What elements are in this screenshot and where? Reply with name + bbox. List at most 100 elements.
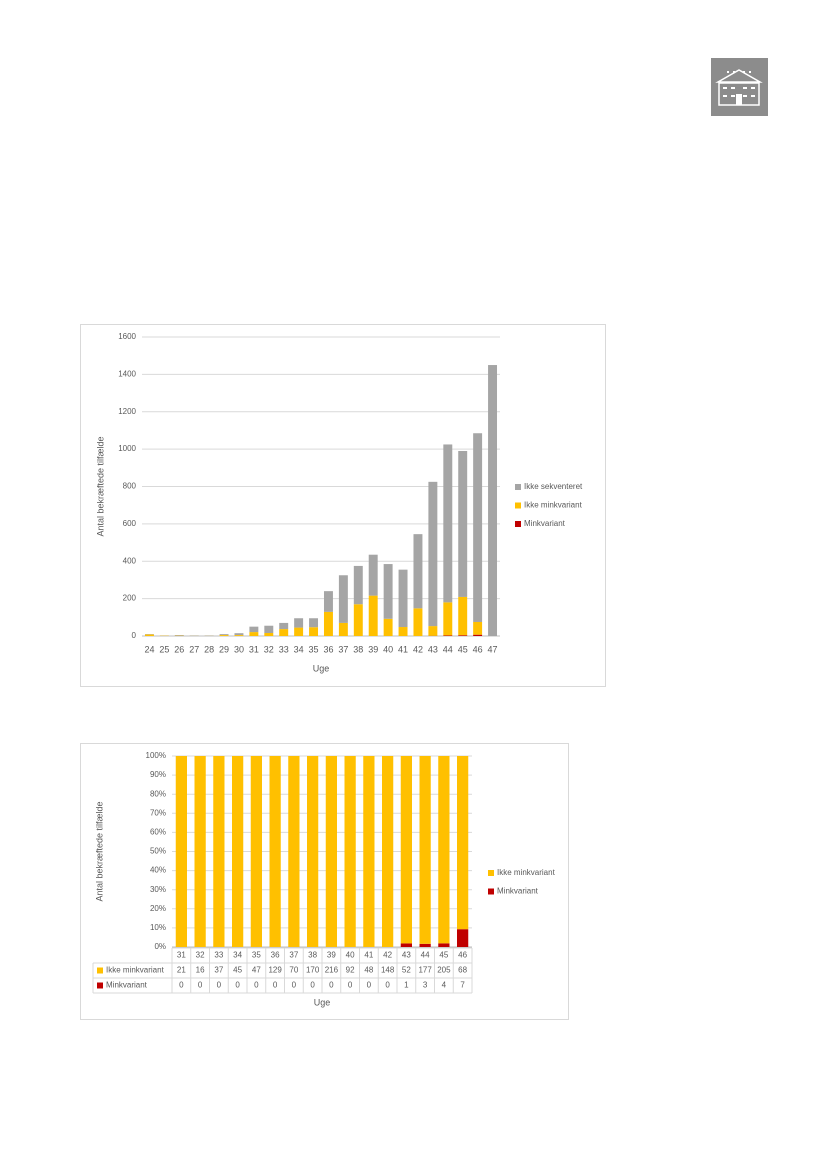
bar-segment bbox=[279, 623, 288, 629]
table-header: 43 bbox=[402, 951, 411, 960]
bar-segment bbox=[294, 628, 303, 636]
bar-segment bbox=[458, 451, 467, 597]
y-tick-label: 0% bbox=[154, 942, 166, 951]
table-cell: 37 bbox=[214, 966, 223, 975]
bar-segment bbox=[345, 756, 356, 947]
bar-segment bbox=[473, 433, 482, 622]
legend-key bbox=[488, 870, 494, 876]
y-tick-label: 800 bbox=[123, 482, 137, 491]
table-cell: 7 bbox=[460, 981, 465, 990]
bar-segment bbox=[220, 635, 229, 636]
bar-segment bbox=[145, 635, 154, 636]
table-cell: 177 bbox=[418, 966, 432, 975]
table-header: 38 bbox=[308, 951, 317, 960]
x-tick-label: 31 bbox=[249, 644, 259, 654]
table-header: 32 bbox=[196, 951, 205, 960]
bar-segment bbox=[279, 629, 288, 636]
bar-segment bbox=[264, 626, 273, 633]
table-cell: 216 bbox=[325, 966, 339, 975]
legend-key bbox=[515, 503, 521, 509]
table-row-label: Minkvariant bbox=[106, 981, 148, 990]
table-header: 44 bbox=[421, 951, 430, 960]
x-tick-label: 40 bbox=[383, 644, 393, 654]
bar-segment bbox=[413, 608, 422, 636]
bar-segment bbox=[488, 365, 497, 636]
legend-key bbox=[515, 484, 521, 490]
table-cell: 170 bbox=[306, 966, 320, 975]
legend-key bbox=[515, 521, 521, 527]
table-cell: 47 bbox=[252, 966, 261, 975]
bar-segment bbox=[264, 633, 273, 636]
table-header: 40 bbox=[346, 951, 355, 960]
table-cell: 21 bbox=[177, 966, 186, 975]
bar-segment bbox=[428, 482, 437, 626]
bar-segment bbox=[288, 756, 299, 947]
table-cell: 45 bbox=[233, 966, 242, 975]
table-header: 31 bbox=[177, 951, 186, 960]
legend-label: Minkvariant bbox=[524, 519, 566, 528]
table-cell: 0 bbox=[273, 981, 278, 990]
x-tick-label: 37 bbox=[338, 644, 348, 654]
table-header: 39 bbox=[327, 951, 336, 960]
table-header: 36 bbox=[271, 951, 280, 960]
y-tick-label: 90% bbox=[150, 770, 166, 779]
table-header: 45 bbox=[439, 951, 448, 960]
x-tick-label: 34 bbox=[294, 644, 304, 654]
table-row-label: Ikke minkvariant bbox=[106, 966, 165, 975]
y-tick-label: 40% bbox=[150, 866, 166, 875]
table-cell: 3 bbox=[423, 981, 428, 990]
bar-segment bbox=[401, 943, 412, 947]
x-tick-label: 36 bbox=[323, 644, 333, 654]
bar-segment bbox=[175, 635, 184, 636]
x-tick-label: 44 bbox=[443, 644, 453, 654]
bar-segment bbox=[438, 756, 449, 943]
bar-segment bbox=[176, 756, 187, 947]
table-cell: 70 bbox=[289, 966, 298, 975]
x-tick-label: 43 bbox=[428, 644, 438, 654]
table-cell: 0 bbox=[254, 981, 259, 990]
bar-segment bbox=[363, 756, 374, 947]
table-cell: 0 bbox=[348, 981, 353, 990]
y-axis-label: Antal bekræftede tilfælde bbox=[94, 801, 104, 901]
bar-segment bbox=[309, 618, 318, 627]
table-legend-key bbox=[97, 968, 103, 974]
logo bbox=[711, 58, 768, 116]
y-tick-label: 20% bbox=[150, 904, 166, 913]
table-cell: 4 bbox=[442, 981, 447, 990]
bar-segment bbox=[326, 756, 337, 947]
bar-segment bbox=[339, 575, 348, 623]
x-tick-label: 32 bbox=[264, 644, 274, 654]
bar-segment bbox=[195, 756, 206, 947]
y-tick-label: 0 bbox=[132, 631, 137, 640]
table-cell: 0 bbox=[385, 981, 390, 990]
bar-segment bbox=[324, 612, 333, 636]
y-tick-label: 100% bbox=[146, 751, 166, 760]
table-cell: 0 bbox=[217, 981, 222, 990]
bar-segment bbox=[270, 756, 281, 947]
x-tick-label: 30 bbox=[234, 644, 244, 654]
bar-segment bbox=[458, 635, 467, 636]
table-cell: 0 bbox=[179, 981, 184, 990]
bar-segment bbox=[401, 756, 412, 943]
legend-label: Minkvariant bbox=[497, 887, 539, 896]
bar-segment bbox=[443, 444, 452, 602]
bar-segment bbox=[443, 602, 452, 635]
table-cell: 129 bbox=[268, 966, 282, 975]
table-cell: 0 bbox=[235, 981, 240, 990]
bar-segment bbox=[309, 627, 318, 636]
legend-label: Ikke minkvariant bbox=[497, 868, 556, 877]
y-tick-label: 1200 bbox=[118, 407, 136, 416]
x-tick-label: 38 bbox=[353, 644, 363, 654]
x-tick-label: 39 bbox=[368, 644, 378, 654]
table-cell: 52 bbox=[402, 966, 411, 975]
table-cell: 48 bbox=[364, 966, 373, 975]
bar-segment bbox=[399, 570, 408, 627]
x-tick-label: 25 bbox=[159, 644, 169, 654]
table-header: 33 bbox=[214, 951, 223, 960]
y-tick-label: 80% bbox=[150, 789, 166, 798]
bar-segment bbox=[307, 756, 318, 947]
y-tick-label: 1000 bbox=[118, 444, 136, 453]
bar-segment bbox=[249, 632, 258, 636]
bar-segment bbox=[294, 618, 303, 627]
